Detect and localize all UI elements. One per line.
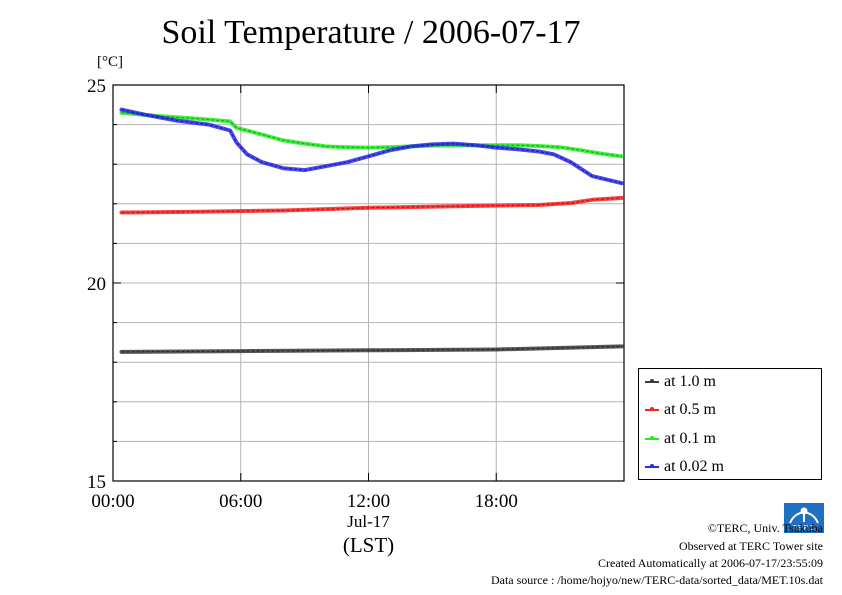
chart-title: Soil Temperature / 2006-07-17 (161, 14, 581, 51)
series-line-detail-1 (121, 197, 622, 214)
legend-label-0-02m: at 0.02 m (664, 458, 724, 475)
series-line-detail-0 (121, 345, 622, 353)
series-line-1 (119, 195, 624, 215)
legend-item-0-02m: at 0.02 m (645, 456, 724, 478)
footer-source: Data source : /home/hojyo/new/TERC-data/… (490, 573, 823, 587)
y-axis-unit-label: [°C] (97, 54, 123, 70)
legend-swatch-1-0m (645, 379, 659, 383)
x-tick-label: 00:00 (91, 491, 134, 512)
footer-observed: Observed at TERC Tower site (678, 539, 823, 553)
series-line-2 (119, 110, 624, 159)
legend-item-0-5m: at 0.5 m (645, 399, 716, 421)
x-tick-label: 18:00 (475, 491, 518, 512)
y-tick-label: 25 (87, 76, 106, 97)
y-tick-label: 15 (87, 472, 106, 493)
terc-logo: TERC (784, 503, 824, 533)
x-date-label: Jul-17 (347, 512, 390, 531)
legend-label-1-0m: at 1.0 m (664, 373, 716, 390)
x-tick-label: 06:00 (219, 491, 262, 512)
x-tick-label: 12:00 (347, 491, 390, 512)
legend-label-0-1m: at 0.1 m (664, 430, 716, 447)
series-line-detail-2 (121, 112, 622, 157)
legend-label-0-5m: at 0.5 m (664, 401, 716, 418)
footer-copyright: ©TERC, Univ. Tsukuba (707, 521, 823, 535)
x-axis-label: (LST) (343, 533, 394, 557)
footer-created: Created Automatically at 2006-07-17/23:5… (598, 556, 823, 570)
legend: at 1.0 m at 0.5 m at 0.1 m at 0.02 m (638, 368, 822, 480)
legend-swatch-0-02m (645, 464, 659, 468)
terc-logo-icon (784, 503, 824, 525)
legend-item-1-0m: at 1.0 m (645, 371, 716, 393)
series-line-detail-3 (121, 109, 623, 184)
y-tick-label: 20 (87, 274, 106, 295)
legend-swatch-0-1m (645, 436, 659, 440)
legend-swatch-0-5m (645, 407, 659, 411)
terc-logo-text: TERC (784, 524, 824, 533)
legend-item-0-1m: at 0.1 m (645, 428, 716, 450)
